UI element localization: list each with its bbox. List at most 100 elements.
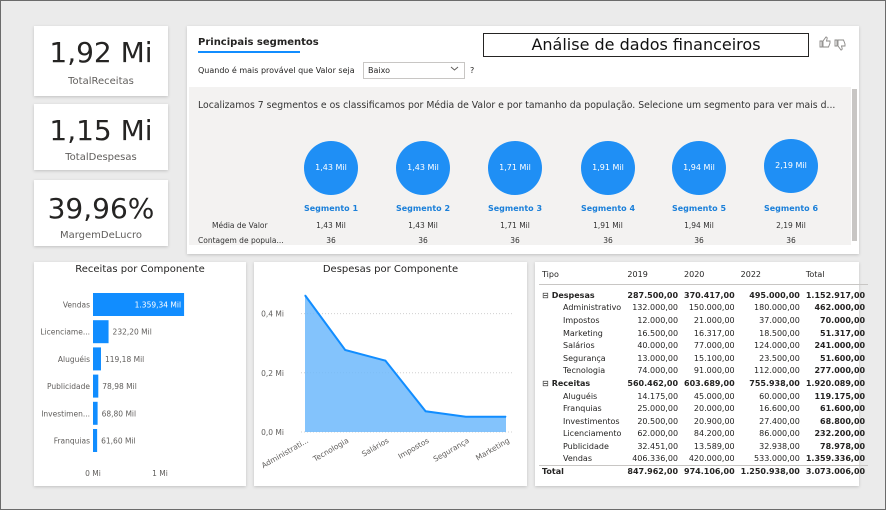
segment-name-1[interactable]: Segmento 1 bbox=[303, 204, 359, 213]
group-name: ⊟ Receitas bbox=[539, 377, 624, 390]
bar bbox=[93, 429, 98, 452]
financial-matrix[interactable]: Tipo 2019 2020 2022 Total ⊟ Despesas 287.500,00… bbox=[535, 262, 869, 486]
kpi-card-total-receitas[interactable]: 1,92 Mi TotalReceitas bbox=[34, 26, 168, 96]
segments-area: Localizamos 7 segmentos e os classificam… bbox=[189, 87, 851, 245]
total-cell: 1.250.938,00 bbox=[740, 467, 800, 477]
group-row[interactable]: ⊟ Receitas 560.462,00 603.689,00 755.938,00 1… bbox=[539, 377, 868, 390]
table-cell: 150.000,00 bbox=[688, 303, 735, 313]
row-name: Publicidade bbox=[563, 441, 609, 451]
despesas-chart-card[interactable]: Despesas por Componente 0,0 Mi 0,2 Mi 0,4 … bbox=[254, 262, 527, 486]
table-row: Marketing 16.500,00 16.317,00 18.500,00 51.3… bbox=[539, 327, 868, 340]
group-total-cell: 603.689,00 bbox=[684, 378, 735, 388]
table-cell: 91.000,00 bbox=[693, 366, 735, 376]
x-tick-label: 0 Mi bbox=[85, 469, 101, 478]
table-row: Licenciamento 62.000,00 84.200,00 86.000,00… bbox=[539, 428, 868, 441]
segment-bubble-2[interactable]: 1,43 Mil bbox=[396, 141, 450, 195]
data-point bbox=[384, 360, 386, 362]
table-cell: 16.500,00 bbox=[637, 328, 679, 338]
segment-name-6[interactable]: Segmento 6 bbox=[763, 204, 819, 213]
table-cell: 277.000,00 bbox=[814, 366, 866, 376]
kpi-card-margem-lucro[interactable]: 39,96% MargemDeLucro bbox=[34, 180, 168, 246]
receitas-chart-card[interactable]: Receitas por Componente Vendas 1.359,34 M… bbox=[34, 262, 246, 486]
segment-bubble-1[interactable]: 1,43 Mil bbox=[304, 141, 358, 195]
segment-bubble-4[interactable]: 1,91 Mil bbox=[581, 141, 635, 195]
table-cell: 51.317,00 bbox=[820, 328, 866, 338]
table-row: Franquias 25.000,00 20.000,00 16.600,00 61.6… bbox=[539, 402, 868, 415]
row-name: Aluguéis bbox=[563, 391, 598, 401]
group-name: ⊟ Despesas bbox=[539, 289, 624, 302]
group-row[interactable]: ⊟ Despesas 287.500,00 370.417,00 495.000,00 1… bbox=[539, 289, 868, 302]
thumbs-down-icon[interactable] bbox=[834, 36, 846, 55]
bar-category-label: Publicidade bbox=[47, 382, 90, 391]
segment-avg-2: 1,43 Mil bbox=[408, 221, 438, 230]
x-tick-label: Tecnologia bbox=[311, 436, 351, 464]
table-row: Vendas 406.336,00 420.000,00 533.000,00 1.35… bbox=[539, 453, 868, 466]
table-cell: 406.336,00 bbox=[632, 454, 679, 464]
question-text: Quando é mais provável que Valor seja bbox=[198, 66, 355, 75]
table-cell: 462.000,00 bbox=[814, 303, 866, 313]
expand-collapse-icon[interactable]: ⊟ bbox=[542, 378, 549, 388]
bar bbox=[93, 374, 99, 398]
table-cell: 13.000,00 bbox=[637, 353, 679, 363]
key-segments-visual[interactable]: Principais segmentos Análise de dados fi… bbox=[187, 26, 859, 254]
data-point bbox=[425, 410, 427, 412]
bar-category-label: Vendas bbox=[63, 301, 90, 310]
dropdown-selected-value: Baixo bbox=[368, 66, 390, 75]
table-cell: 61.600,00 bbox=[820, 404, 866, 414]
table-row: Publicidade 32.451,00 13.589,00 32.938,00 78… bbox=[539, 440, 868, 453]
segment-bubble-6[interactable]: 2,19 Mil bbox=[764, 139, 818, 193]
segment-name-5[interactable]: Segmento 5 bbox=[671, 204, 727, 213]
row-label-count: Contagem de popula... bbox=[198, 236, 284, 245]
table-cell: 16.600,00 bbox=[759, 404, 800, 414]
segment-count-5: 36 bbox=[694, 236, 704, 245]
column-header: Total bbox=[802, 266, 869, 285]
segment-name-2[interactable]: Segmento 2 bbox=[395, 204, 451, 213]
valor-dropdown[interactable]: Baixo bbox=[363, 62, 465, 79]
data-point bbox=[344, 349, 346, 351]
table-cell: 74.000,00 bbox=[637, 366, 679, 376]
total-label: Total bbox=[542, 467, 564, 477]
bar bbox=[93, 320, 109, 344]
area-fill bbox=[305, 295, 506, 432]
row-name: Segurança bbox=[563, 353, 606, 363]
table-row: Tecnologia 74.000,00 91.000,00 112.000,00 27… bbox=[539, 365, 868, 378]
bar-category-label: Investimen... bbox=[41, 409, 90, 418]
total-cell: 847.962,00 bbox=[627, 467, 679, 477]
table-cell: 132.000,00 bbox=[632, 303, 679, 313]
kpi-value: 39,96% bbox=[47, 192, 155, 225]
kpi-card-total-despesas[interactable]: 1,15 Mi TotalDespesas bbox=[34, 104, 168, 170]
kpi-label: TotalDespesas bbox=[65, 152, 137, 163]
row-name: Investimentos bbox=[563, 416, 620, 426]
row-label-avg: Média de Valor bbox=[212, 221, 268, 230]
table-cell: 77.000,00 bbox=[693, 341, 735, 351]
segment-avg-5: 1,94 Mil bbox=[684, 221, 714, 230]
group-total-cell: 287.500,00 bbox=[627, 290, 679, 300]
bar-data-label: 78,98 Mil bbox=[102, 382, 137, 391]
total-cell: 974.106,00 bbox=[684, 467, 735, 477]
column-header: 2020 bbox=[681, 266, 738, 285]
expand-collapse-icon[interactable]: ⊟ bbox=[542, 290, 549, 300]
chart-title: Receitas por Componente bbox=[75, 264, 205, 275]
despesas-area-chart: 0,0 Mi 0,2 Mi 0,4 Mi Administrati... Tecnolo… bbox=[260, 294, 514, 470]
segment-bubble-5[interactable]: 1,94 Mil bbox=[672, 141, 726, 195]
y-tick-label: 0,0 Mi bbox=[261, 428, 284, 437]
table-cell: 78.978,00 bbox=[820, 441, 866, 451]
table-cell: 18.500,00 bbox=[759, 328, 800, 338]
table-cell: 68.800,00 bbox=[820, 416, 866, 426]
thumbs-up-icon[interactable] bbox=[819, 36, 831, 51]
table-cell: 241.000,00 bbox=[814, 341, 866, 351]
y-tick-label: 0,2 Mi bbox=[261, 369, 284, 378]
table-cell: 86.000,00 bbox=[759, 429, 800, 439]
table-cell: 232.200,00 bbox=[814, 429, 866, 439]
table-cell: 84.200,00 bbox=[693, 429, 735, 439]
tab-principais-segmentos[interactable]: Principais segmentos bbox=[198, 37, 319, 48]
segment-name-4[interactable]: Segmento 4 bbox=[580, 204, 636, 213]
vertical-scrollbar[interactable] bbox=[852, 89, 857, 241]
row-name: Impostos bbox=[563, 315, 600, 325]
bar bbox=[93, 401, 98, 425]
segment-count-4: 36 bbox=[603, 236, 613, 245]
segment-name-3[interactable]: Segmento 3 bbox=[487, 204, 543, 213]
bar-data-label: 119,18 Mil bbox=[105, 355, 144, 364]
table-cell: 62.000,00 bbox=[637, 429, 679, 439]
segment-bubble-3[interactable]: 1,71 Mil bbox=[488, 141, 542, 195]
